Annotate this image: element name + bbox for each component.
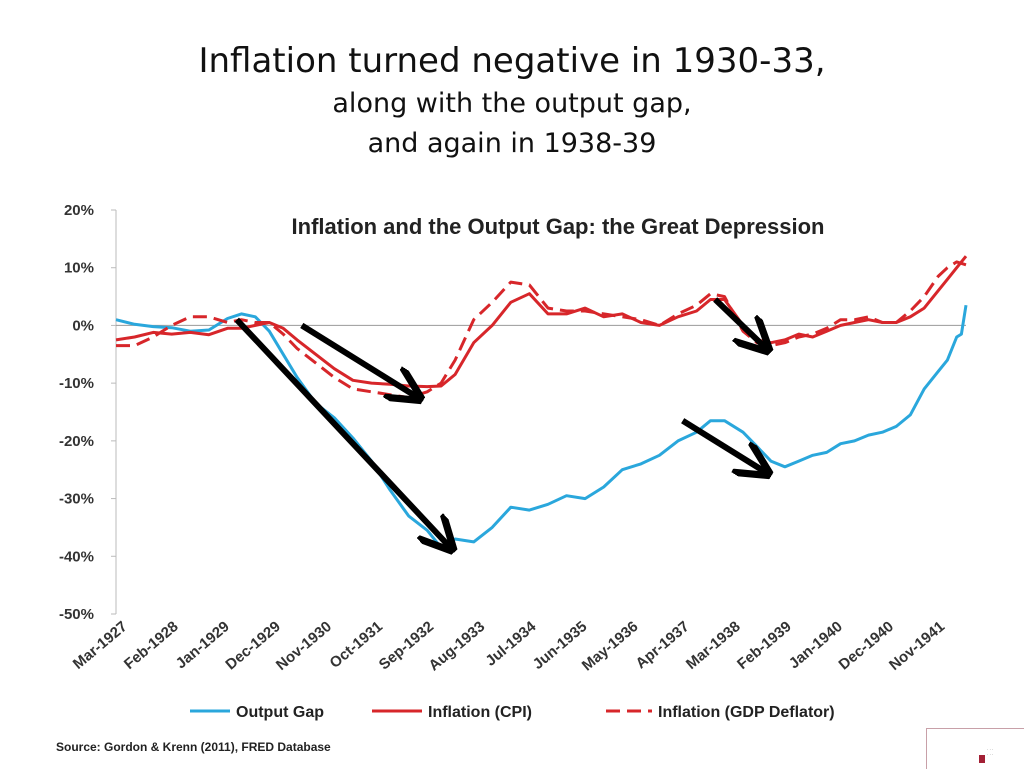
x-tick-label: Nov-1930 — [273, 618, 335, 674]
chart-plot-area — [115, 255, 968, 550]
x-tick-label: Mar-1927 — [70, 618, 131, 673]
chart: Inflation and the Output Gap: the Great … — [59, 202, 968, 721]
slide-title-line3: and again in 1938-39 — [367, 128, 657, 159]
chart-title: Inflation and the Output Gap: the Great … — [292, 214, 825, 239]
x-tick-label: Dec-1929 — [222, 618, 283, 673]
x-tick-label: Aug-1933 — [426, 618, 489, 674]
legend-label: Inflation (CPI) — [428, 704, 532, 721]
y-tick-label: 20% — [64, 202, 94, 219]
y-tick-label: 10% — [64, 260, 94, 277]
series-line-2 — [116, 260, 967, 400]
annotation-arrow — [300, 322, 418, 397]
x-tick-label: Dec-1940 — [836, 618, 897, 673]
x-tick-label: May-1936 — [579, 618, 642, 674]
y-tick-label: 0% — [72, 317, 94, 334]
x-tick-label: Mar-1938 — [683, 618, 744, 673]
x-tick-label: Feb-1939 — [734, 618, 795, 673]
series-line-0 — [115, 304, 968, 550]
legend-label: Output Gap — [236, 704, 324, 721]
slide-title: Inflation turned negative in 1930-33, al… — [0, 38, 1024, 164]
y-tick-label: -40% — [59, 548, 94, 565]
logo-text: · · · · · · — [987, 747, 994, 757]
institution-logo: · · · · · · — [926, 728, 1024, 769]
chart-legend: Output Gap Inflation (CPI) Inflation (GDP … — [190, 704, 835, 721]
logo-mark — [979, 755, 985, 763]
y-tick-label: -30% — [59, 491, 94, 508]
legend-label: Inflation (GDP Deflator) — [658, 704, 835, 721]
slide-title-line2: along with the output gap, — [332, 88, 692, 119]
chart-axes: 20%10%0%-10%-20%-30%-40%-50%Mar-1927Feb-… — [59, 202, 966, 674]
x-tick-label: Apr-1937 — [632, 618, 692, 672]
x-tick-label: Jan-1940 — [786, 618, 846, 672]
y-tick-label: -50% — [59, 606, 94, 623]
x-tick-label: Feb-1928 — [121, 618, 182, 673]
chart-annotations — [234, 297, 767, 548]
annotation-arrow — [681, 418, 767, 473]
annotation-arrow — [234, 317, 451, 548]
source-note: Source: Gordon & Krenn (2011), FRED Data… — [56, 740, 331, 754]
x-tick-label: Jan-1929 — [173, 618, 233, 672]
y-tick-label: -10% — [59, 375, 94, 392]
x-tick-label: Oct-1931 — [327, 618, 386, 672]
x-tick-label: Nov-1941 — [886, 618, 948, 674]
annotation-arrow — [713, 297, 766, 348]
y-tick-label: -20% — [59, 433, 94, 450]
slide-title-line1: Inflation turned negative in 1930-33, — [198, 41, 826, 81]
